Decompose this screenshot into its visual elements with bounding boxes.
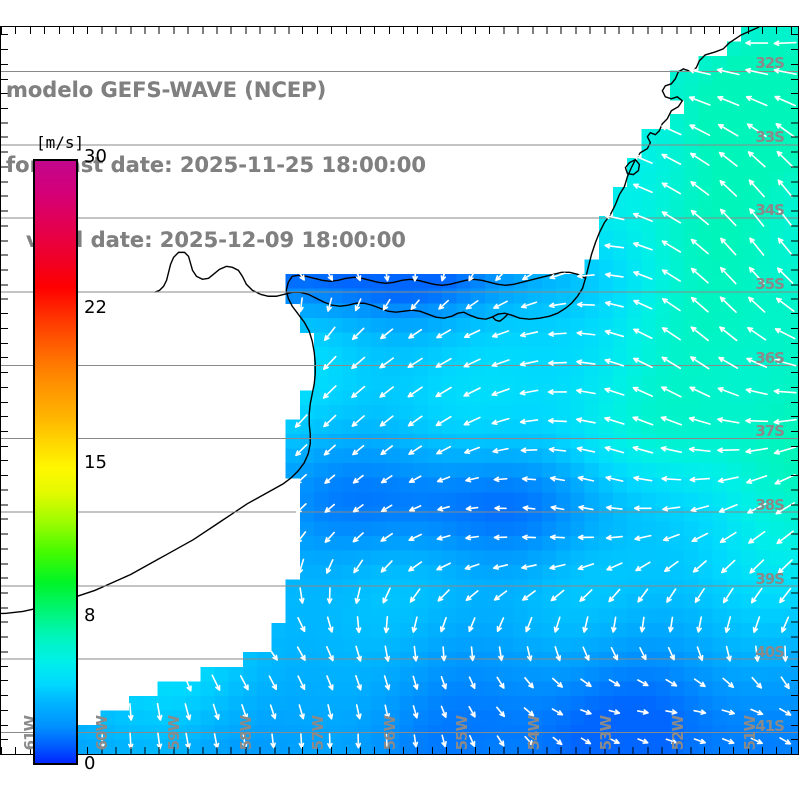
map-plot-area[interactable]: 61W 60W 59W 58W 57W 56W 55W 54W 53W 52W 51W 32S 33S 3… [0,26,799,755]
lat-label-35s: 35S [755,275,785,294]
lon-label-53w: 53W [596,715,615,750]
colorbar-tick-0: 0 [84,753,96,774]
lon-label-56w: 56W [380,715,399,750]
lat-label-33s: 33S [755,127,785,146]
lat-label-41s: 41S [755,716,785,735]
lon-label-54w: 54W [524,715,543,750]
colorbar-tick-30: 30 [84,146,107,167]
lat-label-34s: 34S [755,201,785,220]
axis-labels: 61W 60W 59W 58W 57W 56W 55W 54W 53W 52W 51W 32S 33S 3… [1,27,798,754]
colorbar-gradient [35,161,76,763]
lon-label-52w: 52W [668,715,687,750]
lon-label-57w: 57W [308,715,327,750]
lon-label-60w: 60W [92,715,111,750]
lon-label-55w: 55W [452,715,471,750]
coastline [1,27,760,615]
title-model-line: modelo GEFS-WAVE (NCEP) [6,78,327,102]
lat-label-32s: 32S [755,54,785,73]
lat-label-38s: 38S [755,496,785,514]
lat-label-40s: 40S [755,643,785,662]
colorbar-tick-22: 22 [84,297,107,318]
wind-speed-field [43,27,798,754]
wind-vector-arrows [70,40,797,750]
colorbar-box [33,159,78,765]
colorbar-tick-8: 8 [84,605,96,626]
colorbar-unit-label: [m/s] [36,133,85,152]
graticule-grid [1,70,798,734]
lat-label-36s: 36S [755,348,785,367]
colorbar-tick-15: 15 [84,452,107,473]
axis-tick-marks [1,27,798,754]
lon-label-59w: 59W [164,715,183,750]
lat-label-39s: 39S [755,569,785,588]
colorbar[interactable] [33,159,78,765]
lat-label-37s: 37S [755,422,785,441]
lon-label-58w: 58W [236,715,255,750]
